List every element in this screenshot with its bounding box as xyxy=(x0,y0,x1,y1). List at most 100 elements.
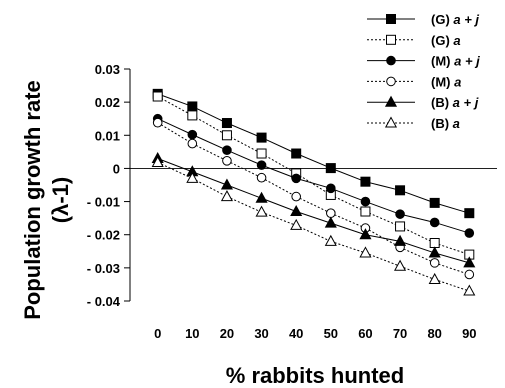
data-point xyxy=(395,221,406,232)
data-point xyxy=(326,208,336,218)
series-line-segment xyxy=(365,211,401,227)
series-line-segment xyxy=(192,134,228,151)
data-point xyxy=(291,191,301,202)
series-line-segment xyxy=(261,177,297,198)
series-line-segment xyxy=(157,158,193,173)
data-point xyxy=(428,272,441,284)
series-line-segment xyxy=(192,106,228,124)
legend-label: (M) a + j xyxy=(431,54,480,69)
series-line-segment xyxy=(261,137,297,154)
x-tick-label: 30 xyxy=(254,326,268,341)
series-line-segment xyxy=(399,213,435,223)
series-line-segment xyxy=(157,118,193,136)
series-line-segment xyxy=(399,246,435,264)
legend-label-prefix: (B) xyxy=(431,95,453,110)
y-tick-label: - 0.01 xyxy=(87,195,120,210)
data-point xyxy=(464,228,475,238)
series-line-segment xyxy=(261,153,297,174)
legend-marker xyxy=(384,95,398,107)
series-line-segment xyxy=(295,196,332,214)
data-point xyxy=(395,185,406,196)
legend-label-abbr: a + j xyxy=(453,95,479,110)
series-line-segment xyxy=(399,265,435,280)
legend-label: (M) a xyxy=(431,74,461,89)
y-tick-label: - 0.04 xyxy=(87,294,121,309)
x-tick-label: 50 xyxy=(324,326,338,341)
legend-label-abbr: a xyxy=(453,33,460,48)
legend-entry-0: (G) a + j xyxy=(367,12,479,27)
legend-label: (B) a xyxy=(431,116,460,131)
data-point xyxy=(429,258,440,268)
legend-entry-3: (M) a xyxy=(367,74,461,89)
legend-entry-5: (B) a xyxy=(367,116,460,131)
series-line-segment xyxy=(399,189,435,204)
data-point xyxy=(187,110,198,121)
series-line-segment xyxy=(192,114,228,136)
x-tick-label: 10 xyxy=(185,326,199,341)
series-line-segment xyxy=(330,240,366,254)
data-point xyxy=(256,132,267,143)
data-point xyxy=(151,155,164,167)
data-point xyxy=(429,238,440,248)
series-0 xyxy=(152,88,475,219)
legend-label: (G) a xyxy=(431,33,461,48)
x-tick-label: 80 xyxy=(427,326,441,341)
series-line-segment xyxy=(330,167,366,183)
data-point xyxy=(360,206,371,217)
data-point xyxy=(291,148,302,159)
data-point xyxy=(256,160,267,170)
data-point xyxy=(222,156,232,166)
data-point xyxy=(359,246,372,258)
data-point xyxy=(428,246,441,258)
legend-label: (G) a + j xyxy=(431,12,479,27)
data-point xyxy=(325,163,336,174)
data-point xyxy=(326,183,336,194)
y-tick-label: 0.01 xyxy=(95,128,120,143)
data-point xyxy=(256,148,267,159)
data-point xyxy=(429,217,440,228)
x-tick-label: 20 xyxy=(220,326,234,341)
series-5 xyxy=(151,155,476,296)
series-line-segment xyxy=(330,187,366,203)
data-point xyxy=(255,191,268,203)
y-tick-label: 0.03 xyxy=(95,62,120,77)
legend-label: (B) a + j xyxy=(431,95,479,110)
x-tick-label: 90 xyxy=(462,326,476,341)
legend-label-abbr: a + j xyxy=(454,54,480,69)
legend-marker xyxy=(384,116,398,128)
series-line-segment xyxy=(226,160,262,179)
series-4 xyxy=(151,151,476,268)
legend-entry-1: (G) a xyxy=(367,33,461,48)
data-point xyxy=(187,101,198,112)
series-line-segment xyxy=(295,153,332,169)
series-line-segment xyxy=(192,143,228,162)
data-point xyxy=(152,91,163,102)
data-point xyxy=(187,138,198,149)
data-point xyxy=(186,171,199,183)
data-point xyxy=(221,118,232,129)
series-line-segment xyxy=(434,221,470,234)
series-line-segment xyxy=(226,149,262,166)
series-line-segment xyxy=(157,96,193,116)
y-axis-title-symbol: (λ-1) xyxy=(48,177,73,223)
legend-marker xyxy=(386,34,396,45)
data-point xyxy=(290,218,303,230)
x-tick-label: 0 xyxy=(154,326,161,341)
data-point xyxy=(464,208,475,219)
series-line-segment xyxy=(226,196,262,213)
data-point xyxy=(152,117,163,128)
series-2 xyxy=(152,113,475,238)
legend-label-prefix: (B) xyxy=(431,116,453,131)
data-point xyxy=(256,172,267,183)
data-point xyxy=(464,269,475,280)
series-line-segment xyxy=(399,225,435,244)
data-point xyxy=(291,173,301,184)
legend-label-prefix: (G) xyxy=(431,33,453,48)
y-tick-label: 0.02 xyxy=(95,95,120,110)
legend: (G) a + j(G) a(M) a + j(M) a(B) a + j(B)… xyxy=(367,12,480,131)
series-line-segment xyxy=(295,172,332,196)
series-line-segment xyxy=(434,202,470,214)
series-line-segment xyxy=(365,252,401,267)
series-line-segment xyxy=(261,197,297,212)
